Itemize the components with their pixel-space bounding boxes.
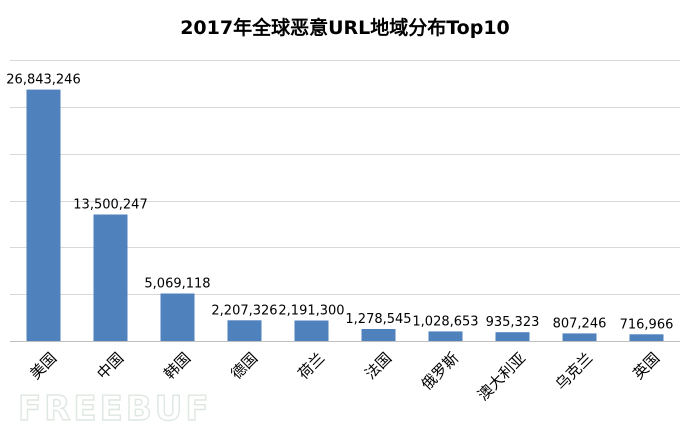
bar	[294, 320, 329, 341]
category-label: 俄罗斯	[418, 349, 463, 394]
bars	[26, 89, 664, 341]
data-label: 1,028,653	[412, 314, 478, 329]
data-label: 716,966	[620, 317, 674, 332]
bar	[562, 333, 597, 341]
category-label: 乌克兰	[552, 349, 597, 394]
category-label: 德国	[227, 349, 261, 383]
category-label: 法国	[361, 349, 395, 383]
category-label: 韩国	[160, 349, 194, 383]
chart-title: 2017年全球恶意URL地域分布Top10	[180, 16, 510, 39]
category-label: 美国	[26, 349, 60, 383]
category-label: 中国	[93, 349, 127, 383]
category-label: 荷兰	[294, 349, 328, 383]
data-label: 2,191,300	[278, 304, 344, 319]
data-label: 807,246	[553, 316, 607, 331]
bar	[428, 331, 463, 341]
data-label: 5,069,118	[144, 277, 210, 292]
watermark-logo: FREEBUF	[18, 389, 212, 429]
category-label: 澳大利亚	[474, 349, 529, 404]
data-label: 2,207,326	[211, 303, 277, 318]
bar	[160, 293, 195, 341]
bar	[26, 89, 61, 341]
bar	[93, 214, 128, 341]
bar	[361, 329, 396, 341]
category-label: 英国	[629, 349, 663, 383]
bar	[227, 320, 262, 341]
data-label: 935,323	[486, 315, 540, 330]
data-label: 1,278,545	[345, 312, 411, 327]
data-label: 13,500,247	[73, 198, 147, 213]
bar	[629, 334, 664, 341]
data-label: 26,843,246	[6, 73, 80, 88]
bar	[495, 332, 530, 341]
